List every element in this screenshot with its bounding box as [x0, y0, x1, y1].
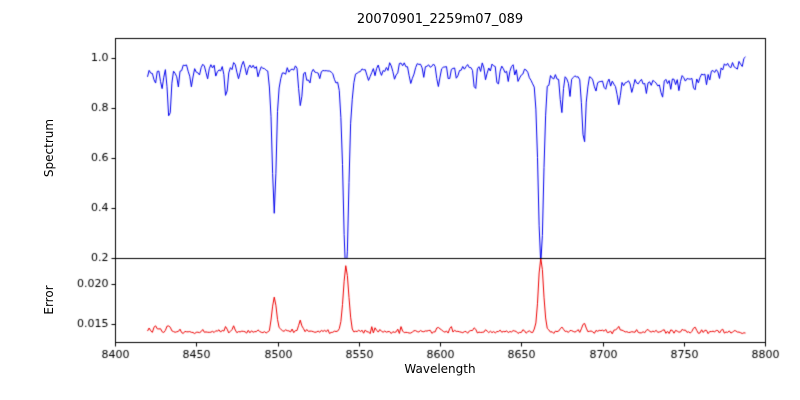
spectrum-figure: 20070901_2259m07_089 Spectrum Error Wave… — [0, 0, 800, 400]
spectrum-plot-canvas — [0, 0, 800, 400]
